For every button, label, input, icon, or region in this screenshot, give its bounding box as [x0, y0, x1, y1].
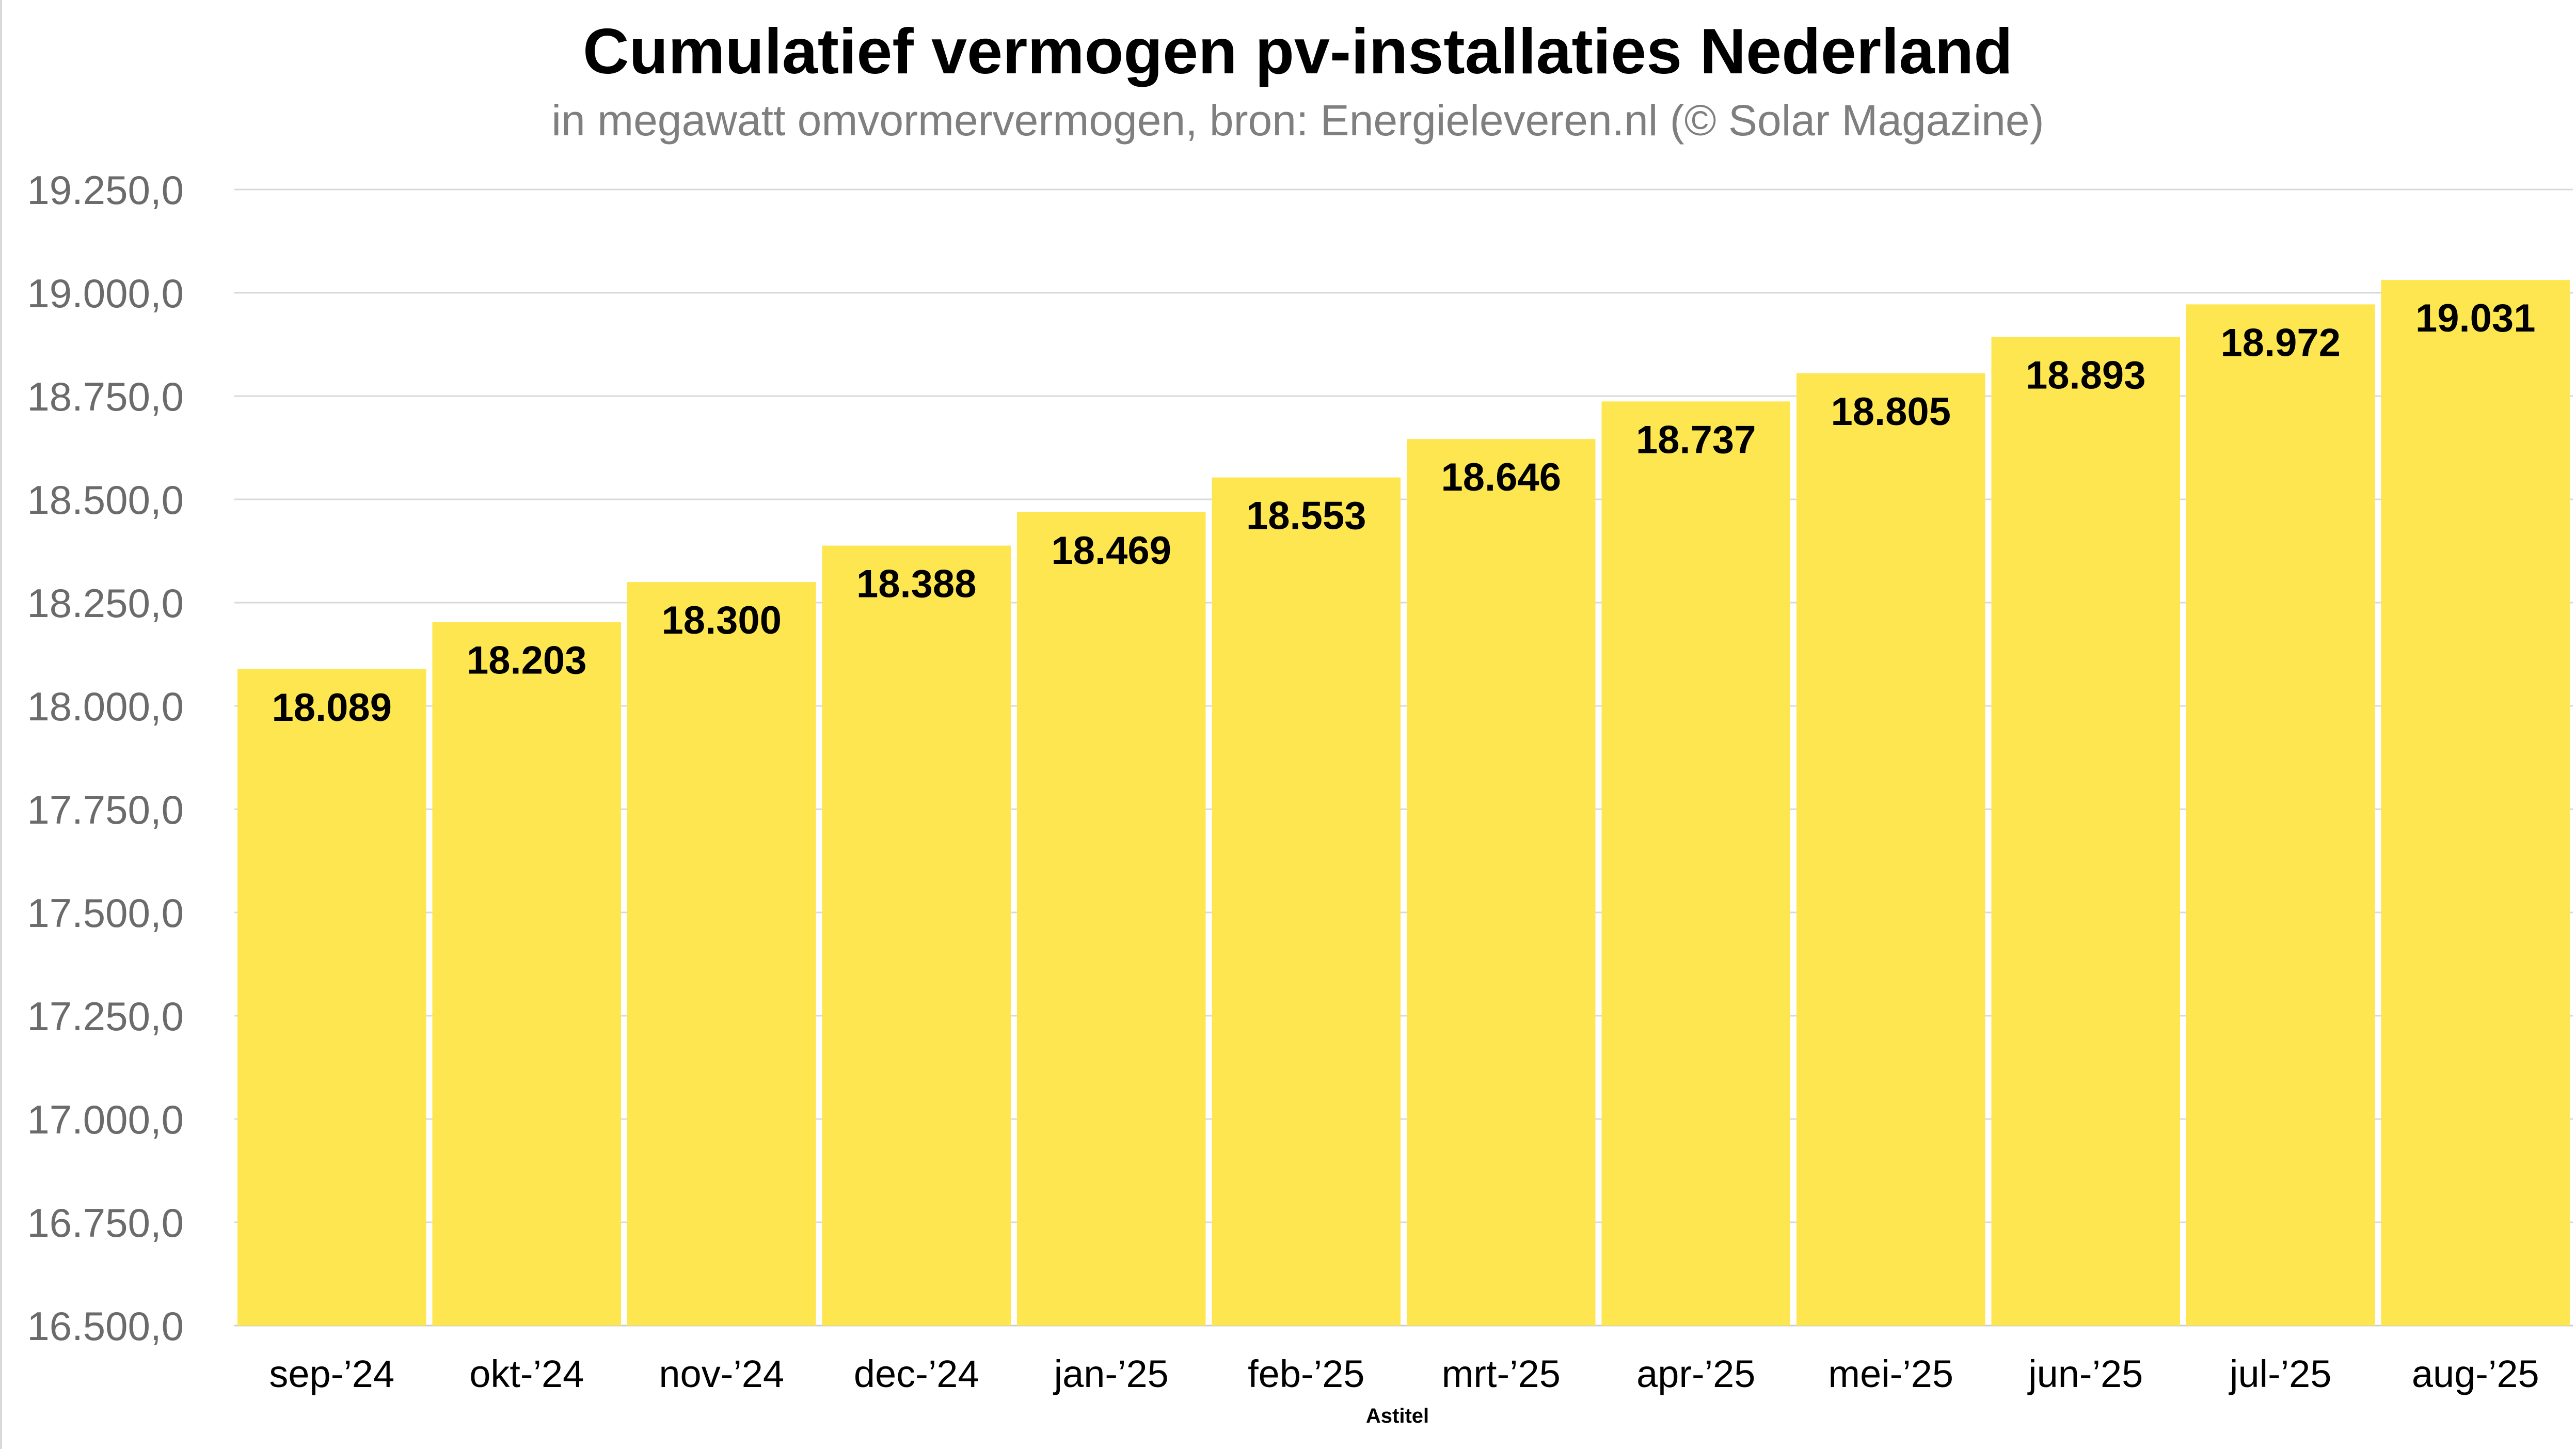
- y-tick-label: 16.750,0: [27, 1200, 184, 1246]
- bar: [1601, 401, 1790, 1326]
- y-tick-label: 18.500,0: [27, 477, 184, 523]
- data-label: 18.553: [1246, 494, 1366, 538]
- data-label: 18.300: [662, 598, 782, 642]
- bar: [2381, 280, 2570, 1326]
- data-labels: 18.089 18.203 18.300 18.388 18.469 18.553 18.6…: [272, 296, 2536, 730]
- data-label: 19.031: [2415, 296, 2535, 340]
- y-tick-label: 18.250,0: [27, 580, 184, 626]
- bar: [1407, 439, 1596, 1326]
- y-tick-label: 17.500,0: [27, 890, 184, 936]
- data-label: 18.469: [1052, 529, 1171, 573]
- bars: [237, 280, 2570, 1326]
- bar: [1991, 337, 2180, 1326]
- y-tick-label: 17.250,0: [27, 994, 184, 1039]
- x-tick-label: mei-’25: [1828, 1352, 1953, 1395]
- bar: [432, 622, 621, 1326]
- chart-subtitle: in megawatt omvormervermogen, bron: Ener…: [551, 96, 2044, 145]
- x-tick-label: dec-’24: [854, 1352, 979, 1395]
- x-tick-label: feb-’25: [1248, 1352, 1364, 1395]
- x-tick-label: sep-’24: [269, 1352, 394, 1395]
- x-tick-label: okt-’24: [469, 1352, 584, 1395]
- bar: [1017, 512, 1206, 1326]
- x-tick-label: jul-’25: [2229, 1352, 2331, 1395]
- chart-title: Cumulatief vermogen pv-installaties Nede…: [583, 16, 2013, 87]
- bar: [2186, 304, 2375, 1326]
- data-label: 18.893: [2026, 354, 2145, 398]
- y-tick-label: 19.250,0: [27, 167, 184, 213]
- gridlines: [234, 188, 2573, 1327]
- y-tick-label: 19.000,0: [27, 271, 184, 316]
- x-axis-ticks: sep-’24 okt-’24 nov-’24 dec-’24 jan-’25 feb-’…: [269, 1352, 2539, 1395]
- bar: [822, 545, 1011, 1326]
- y-tick-label: 16.500,0: [27, 1303, 184, 1349]
- bar: [237, 669, 426, 1326]
- y-tick-label: 18.750,0: [27, 374, 184, 419]
- x-tick-label: jan-’25: [1053, 1352, 1169, 1395]
- x-tick-label: mrt-’25: [1442, 1352, 1561, 1395]
- data-label: 18.646: [1441, 455, 1561, 499]
- data-label: 18.737: [1636, 418, 1756, 462]
- x-tick-label: aug-’25: [2412, 1352, 2539, 1395]
- bar: [1212, 477, 1401, 1326]
- data-label: 18.972: [2221, 321, 2341, 365]
- y-axis-ticks: 16.500,0 16.750,0 17.000,0 17.250,0 17.500,0…: [27, 167, 184, 1349]
- y-tick-label: 18.000,0: [27, 684, 184, 729]
- y-tick-label: 17.750,0: [27, 787, 184, 832]
- data-label: 18.805: [1831, 390, 1951, 434]
- data-label: 18.203: [467, 639, 586, 683]
- x-tick-label: nov-’24: [659, 1352, 784, 1395]
- x-tick-label: jun-’25: [2027, 1352, 2143, 1395]
- data-label: 18.089: [272, 686, 392, 730]
- data-label: 18.388: [856, 562, 976, 606]
- bar: [627, 582, 816, 1326]
- x-tick-label: apr-’25: [1636, 1352, 1755, 1395]
- bar: [1796, 373, 1985, 1326]
- y-tick-label: 17.000,0: [27, 1097, 184, 1142]
- x-axis-title: Astitel: [1366, 1405, 1429, 1427]
